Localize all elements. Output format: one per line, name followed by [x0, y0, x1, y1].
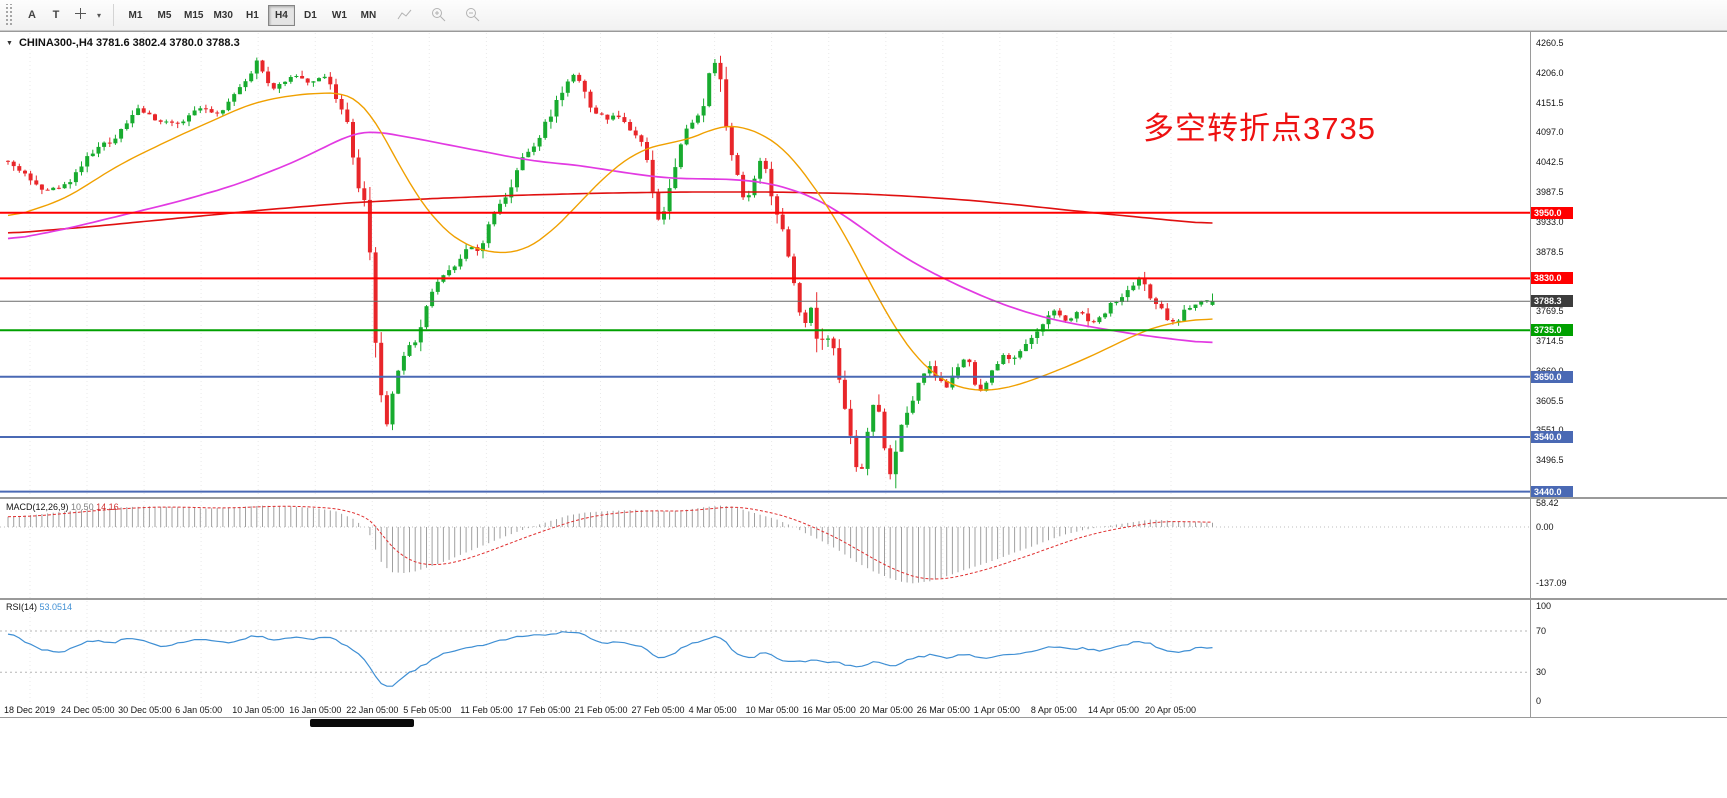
date-label: 6 Jan 05:00 — [175, 705, 223, 715]
rsi-axis-label: 70 — [1536, 626, 1547, 636]
ma_fast-line[interactable] — [7, 92, 1213, 391]
price-axis-label: 3769.5 — [1536, 306, 1564, 317]
rsi-line — [7, 631, 1213, 687]
price-axis-label: 4260.5 — [1536, 38, 1564, 48]
timeframe-button-m15[interactable]: M15 — [180, 5, 207, 26]
timeframe-button-d1[interactable]: D1 — [297, 5, 324, 26]
price-badge-3650.0: 3650.0 — [1531, 370, 1573, 383]
toolbar-separator — [113, 4, 114, 26]
rsi-axis-label: 30 — [1536, 667, 1547, 678]
crosshair-tool-button[interactable] — [69, 4, 91, 26]
price-badge-3830.0: 3830.0 — [1531, 272, 1573, 285]
price-badge-3540.0: 3540.0 — [1531, 431, 1573, 443]
date-label: 27 Feb 05:00 — [631, 705, 685, 715]
ma_slow-line[interactable] — [7, 191, 1213, 234]
macd-histogram — [7, 505, 1213, 584]
zoom-in-icon[interactable] — [428, 4, 450, 26]
date-label: 16 Jan 05:00 — [289, 705, 342, 715]
chart-annotation-text[interactable]: 多空转折点3735 — [1143, 111, 1376, 146]
indicators-icon[interactable] — [394, 4, 416, 26]
date-label: 24 Dec 05:00 — [61, 705, 115, 715]
toolbar: A T ▾ M1 M5 M15 M30 H1 H4 D1 W1 MN — [0, 0, 1727, 31]
timeframe-button-h4[interactable]: H4 — [267, 4, 295, 26]
price-badge-3950.0: 3950.0 — [1531, 206, 1573, 219]
price-axis-label: 3878.5 — [1536, 246, 1564, 257]
rsi-axis-label: 0 — [1536, 696, 1542, 706]
zoom-out-icon[interactable] — [462, 4, 484, 26]
pointer-a-tool-button[interactable]: A — [21, 4, 43, 26]
date-label: 21 Feb 05:00 — [574, 705, 628, 715]
crosshair-icon — [74, 7, 87, 23]
symbol-ohlc-text: CHINA300-,H4 3781.6 3802.4 3780.0 3788.3 — [18, 37, 240, 49]
date-label: 18 Dec 2019 — [4, 705, 56, 715]
macd-name: MACD(12,26,9) — [6, 502, 69, 512]
price-axis-label: 4151.5 — [1536, 97, 1564, 108]
date-axis[interactable]: 18 Dec 2019 24 Dec 05:00 30 Dec 05:00 6 Jan… — [0, 704, 1530, 717]
symbol-header: ▼ CHINA300-,H4 3781.6 3802.4 3780.0 3788… — [6, 37, 240, 49]
timeframe-button-m30[interactable]: M30 — [209, 5, 236, 26]
timeframe-button-h1[interactable]: H1 — [239, 5, 266, 26]
candles — [6, 55, 1215, 489]
price-axis[interactable]: 4260.5 4206.0 4151.5 4097.0 4042.5 3987.5 3933… — [1530, 32, 1727, 718]
price-axis-label: 3987.5 — [1536, 187, 1564, 197]
date-label: 26 Mar 05:00 — [916, 705, 970, 715]
date-label: 14 Apr 05:00 — [1088, 705, 1140, 715]
date-label: 11 Feb 05:00 — [460, 705, 513, 715]
macd-signal-line — [7, 505, 1213, 580]
price-axis-label: 3496.5 — [1536, 455, 1564, 466]
price-axis-label: 3605.5 — [1536, 395, 1564, 406]
macd-panel-separator[interactable] — [0, 497, 1727, 499]
chart-plot-area[interactable] — [0, 32, 1530, 718]
date-label: 22 Jan 05:00 — [346, 705, 399, 715]
price-axis-label: 4097.0 — [1536, 127, 1564, 138]
rsi-name: RSI(14) — [6, 602, 38, 612]
macd-signal-value: 14.16 — [96, 502, 119, 512]
toolbar-grip[interactable] — [4, 4, 14, 26]
date-label: 10 Mar 05:00 — [745, 705, 799, 715]
date-label: 10 Jan 05:00 — [232, 705, 285, 715]
price-axis-label: 3551.0 — [1536, 425, 1564, 435]
date-label: 20 Mar 05:00 — [859, 705, 913, 715]
timeframe-button-m5[interactable]: M5 — [151, 5, 178, 26]
timeframe-button-m1[interactable]: M1 — [122, 5, 149, 26]
black-bar — [310, 719, 414, 727]
rsi-value: 53.0514 — [39, 602, 73, 612]
price-badge-3788.3: 3788.3 — [1531, 295, 1573, 308]
macd-main-value: 10.50 — [71, 502, 94, 512]
rsi-label: RSI(14) 53.0514 — [6, 602, 72, 612]
date-label: 8 Apr 05:00 — [1030, 705, 1077, 715]
date-label: 1 Apr 05:00 — [973, 705, 1020, 715]
timeframe-button-w1[interactable]: W1 — [326, 5, 353, 26]
date-axis-separator — [0, 717, 1727, 718]
date-label: 30 Dec 05:00 — [118, 705, 172, 715]
timeframe-button-mn[interactable]: MN — [355, 5, 382, 26]
price-badge-3440.0: 3440.0 — [1531, 485, 1573, 498]
chart-top-border — [0, 31, 1727, 32]
price-axis-label: 4206.0 — [1536, 67, 1564, 78]
text-tool-button[interactable]: T — [45, 4, 67, 26]
macd-axis-label: 0.00 — [1536, 522, 1554, 532]
date-label: 16 Mar 05:00 — [802, 705, 856, 715]
price-badge-3735.0: 3735.0 — [1531, 324, 1573, 337]
price-axis-label: 4042.5 — [1536, 157, 1564, 168]
tool-dropdown-caret[interactable]: ▾ — [93, 4, 105, 26]
ma_mid-line[interactable] — [7, 131, 1213, 344]
macd-axis-label: -137.09 — [1536, 578, 1567, 589]
date-label: 4 Mar 05:00 — [688, 705, 737, 715]
macd-label: MACD(12,26,9) 10.50 14.16 — [6, 502, 119, 512]
vertical-gridlines — [29, 33, 1172, 704]
rsi-axis-label: 100 — [1536, 601, 1552, 611]
date-label: 5 Feb 05:00 — [403, 705, 452, 715]
date-label: 17 Feb 05:00 — [517, 705, 571, 715]
rsi-panel-separator[interactable] — [0, 598, 1727, 600]
date-label: 20 Apr 05:00 — [1145, 705, 1197, 715]
chevron-down-icon[interactable]: ▼ — [6, 39, 13, 47]
macd-axis-label: 58.42 — [1536, 498, 1559, 508]
price-axis-label: 3933.0 — [1536, 216, 1564, 227]
price-axis-label: 3714.5 — [1536, 336, 1564, 346]
